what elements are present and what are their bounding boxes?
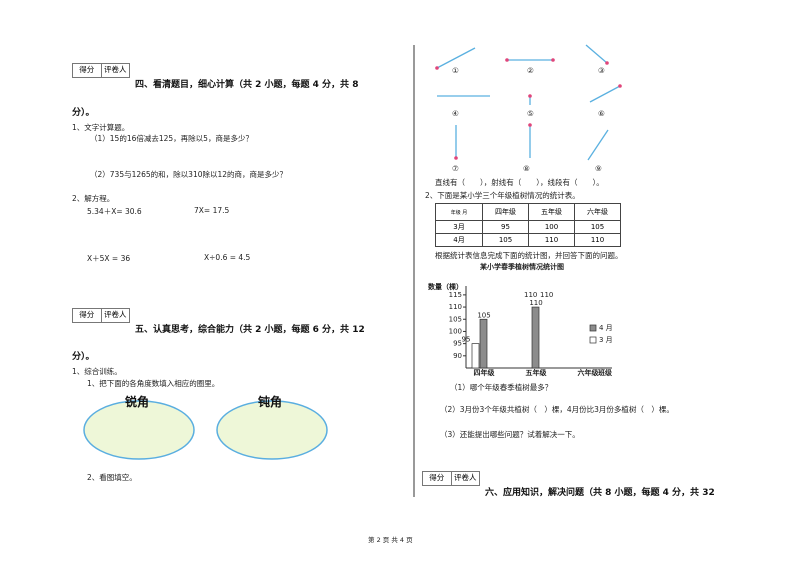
x-axis-title: 班级 bbox=[598, 368, 613, 377]
section-title: 分）。 bbox=[72, 352, 95, 362]
score-label: 得分 bbox=[423, 472, 452, 485]
table-header: 五年级 bbox=[528, 203, 575, 221]
question: （1）15的16倍减去125，再除以5，商是多少？ bbox=[90, 134, 253, 143]
chart-title: 某小学春季植树情况统计图 bbox=[479, 262, 564, 271]
instruction: 根据统计表信息完成下面的统计图，并回答下面的问题。 bbox=[435, 251, 623, 260]
figure-label: ⑧ bbox=[523, 164, 530, 173]
question: 2、解方程。 bbox=[72, 194, 115, 203]
table-header: 四年级 bbox=[482, 203, 529, 221]
table-cell: 110 bbox=[574, 233, 621, 247]
question: （1）哪个年级春季植树最多？ bbox=[450, 383, 553, 392]
table-cell: 105 bbox=[574, 220, 621, 234]
data-label: 95 bbox=[462, 336, 471, 344]
grader-label: 评卷人 bbox=[454, 473, 477, 482]
grader-label: 评卷人 bbox=[104, 65, 127, 74]
obtuse-oval bbox=[216, 400, 328, 460]
figure-label: ⑨ bbox=[595, 164, 602, 173]
table-header: 六年级 bbox=[574, 203, 621, 221]
equation: 7X= 17.5 bbox=[194, 206, 230, 215]
oval-label: 锐角 bbox=[125, 395, 150, 409]
corner-label: 年级 bbox=[450, 209, 461, 216]
equation: X÷0.6 = 4.5 bbox=[204, 253, 251, 262]
data-label: 105 bbox=[477, 311, 490, 319]
question: 1、文字计算题。 bbox=[72, 123, 130, 132]
figure-label: ② bbox=[527, 66, 534, 75]
score-box: 得分 评卷人 bbox=[422, 471, 480, 486]
y-tick-label: 110 bbox=[449, 303, 462, 311]
section-title: 五、认真思考，综合能力（共 2 小题，每题 6 分，共 12 bbox=[135, 325, 365, 335]
figure-label: ④ bbox=[452, 109, 459, 118]
x-tick-label: 六年级 bbox=[578, 368, 600, 377]
table-cell: 100 bbox=[528, 220, 575, 234]
oval-label: 钝角 bbox=[258, 395, 283, 409]
section-title: 四、看清题目，细心计算（共 2 小题，每题 4 分，共 8 bbox=[135, 80, 359, 90]
table-cell: 105 bbox=[482, 233, 529, 247]
corner-label: 月 bbox=[462, 209, 468, 216]
question: 2、看图填空。 bbox=[87, 473, 137, 482]
question: （2）3月份3个年级共植树（ ）棵，4月份比3月份多植树（ ）棵。 bbox=[440, 405, 674, 414]
table-cell: 95 bbox=[482, 220, 529, 234]
line-figures bbox=[436, 44, 621, 161]
figure-label: ⑤ bbox=[527, 109, 534, 118]
floating-label: 110 bbox=[524, 291, 537, 299]
score-box: 得分 评卷人 bbox=[72, 308, 130, 323]
x-tick-label: 五年级 bbox=[526, 368, 548, 377]
bar bbox=[479, 318, 488, 369]
table-cell: 4月 bbox=[435, 233, 483, 247]
score-label: 得分 bbox=[73, 309, 102, 322]
question: 1、综合训练。 bbox=[72, 367, 122, 376]
page-footer: 第 2 页 共 4 页 bbox=[368, 536, 413, 544]
equation: X＋5X = 36 bbox=[87, 254, 131, 263]
legend-label: 4 月 bbox=[599, 324, 613, 332]
chart: 某小学春季植树情况统计图数量（棵）9095100105110115四年级1059… bbox=[428, 262, 613, 377]
equation: 5.34＋X= 30.6 bbox=[87, 207, 142, 216]
section-title: 分）。 bbox=[72, 108, 95, 118]
x-tick-label: 四年级 bbox=[474, 368, 496, 377]
legend-swatch bbox=[589, 324, 597, 332]
y-axis-title: 数量（棵） bbox=[428, 282, 463, 291]
section-title: 六、应用知识，解决问题（共 8 小题，每题 4 分，共 32 bbox=[485, 488, 715, 498]
question: 1、把下面的各角度数填入相应的圈里。 bbox=[87, 379, 220, 388]
question: 直线有（ ），射线有（ ），线段有（ ）。 bbox=[435, 178, 604, 187]
table-cell: 3月 bbox=[435, 220, 483, 234]
legend-swatch bbox=[589, 336, 597, 344]
grader-label: 评卷人 bbox=[104, 310, 127, 319]
figure-label: ① bbox=[452, 66, 459, 75]
legend-label: 3 月 bbox=[599, 336, 613, 344]
endpoints bbox=[435, 58, 622, 160]
score-label: 得分 bbox=[73, 64, 102, 77]
data-table: 年级 月四年级 五年级 六年级 3月 95 100 105 4月 105 110 110 bbox=[435, 203, 621, 247]
acute-oval bbox=[83, 400, 195, 460]
figure-label: ⑥ bbox=[598, 109, 605, 118]
y-tick-label: 90 bbox=[453, 352, 462, 360]
floating-label: 110 bbox=[540, 291, 553, 299]
y-tick-label: 115 bbox=[449, 291, 462, 299]
figure-label: ⑦ bbox=[452, 164, 459, 173]
figure-label: ③ bbox=[598, 66, 605, 75]
y-tick-label: 105 bbox=[449, 315, 462, 323]
question: （2）735与1265的和，除以310除以12的商，商是多少？ bbox=[90, 170, 288, 179]
table-cell: 110 bbox=[528, 233, 575, 247]
bar bbox=[471, 343, 480, 369]
y-tick-label: 100 bbox=[449, 327, 462, 335]
data-label: 110 bbox=[529, 299, 542, 307]
score-box: 得分 评卷人 bbox=[72, 63, 130, 78]
question: 2、下面是某小学三个年级植树情况的统计表。 bbox=[425, 191, 580, 200]
bar bbox=[531, 306, 540, 369]
y-tick-label: 95 bbox=[453, 340, 462, 348]
question: （3）还能提出哪些问题？试着解决一下。 bbox=[440, 430, 580, 439]
